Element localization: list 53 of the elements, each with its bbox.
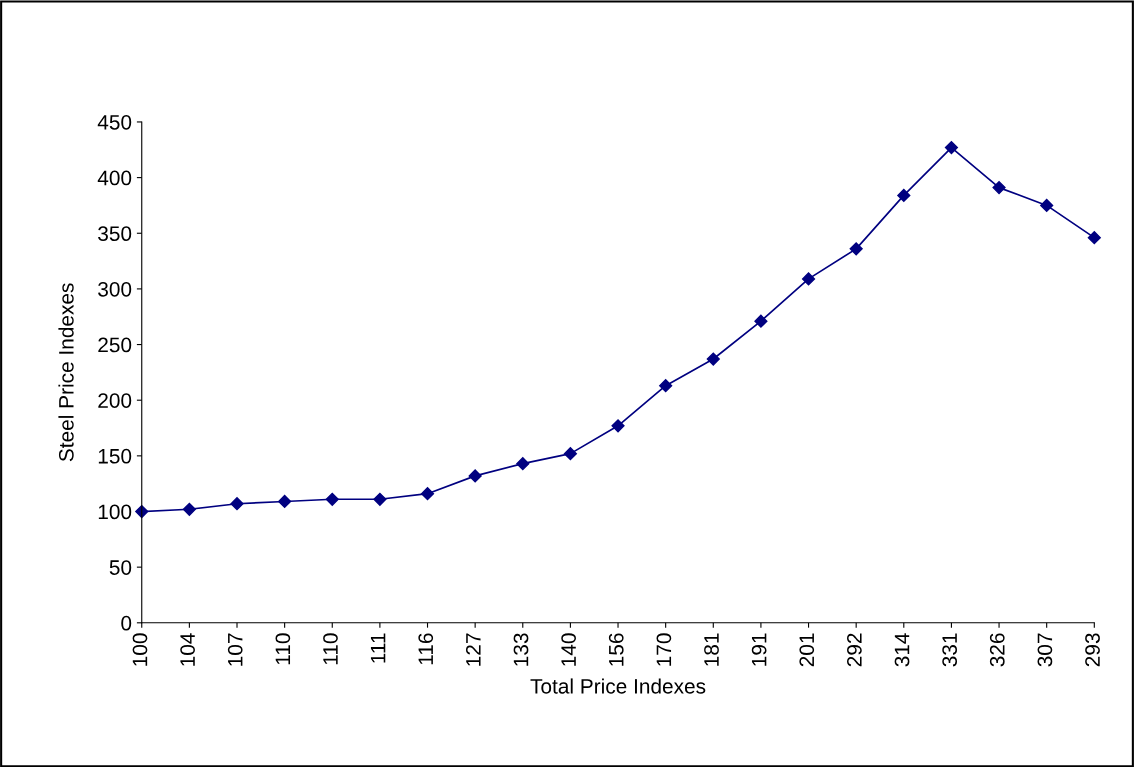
x-tick-label: 127 — [465, 633, 481, 666]
point — [706, 352, 720, 366]
x-tick-label: 170 — [656, 633, 672, 666]
x-axis-title: Total Price Indexes — [530, 678, 706, 694]
y-tick-label: 0 — [121, 615, 132, 631]
point — [182, 502, 196, 516]
x-tick-label: 116 — [418, 633, 434, 665]
x-tick-label: 110 — [323, 633, 338, 665]
x-tick-label: 107 — [227, 633, 243, 666]
point — [468, 469, 482, 483]
point — [420, 487, 435, 501]
x-tick-label: 191 — [751, 633, 767, 666]
point — [897, 188, 911, 202]
x-tick-label: 331 — [942, 633, 958, 667]
x-tick-label: 326 — [989, 633, 1005, 667]
point — [135, 504, 149, 519]
y-tick-label: 50 — [109, 560, 132, 575]
x-tick-label: 104 — [180, 633, 195, 666]
point — [1040, 198, 1054, 213]
x-tick-label: 314 — [894, 633, 910, 667]
point — [801, 272, 816, 286]
point — [659, 379, 673, 393]
y-tick-label: 450 — [97, 114, 132, 130]
y-tick-label: 150 — [98, 448, 132, 464]
x-tick-label: 111 — [370, 633, 386, 663]
point — [278, 494, 292, 509]
y-tick-label: 300 — [98, 281, 132, 297]
y-tick-label: 400 — [97, 170, 132, 186]
x-tick-label: 140 — [561, 633, 576, 666]
point — [373, 492, 387, 506]
x-tick-label: 201 — [799, 633, 815, 667]
point — [992, 181, 1006, 195]
point — [325, 492, 339, 506]
y-tick-label: 350 — [98, 226, 132, 242]
point — [849, 242, 863, 256]
point — [516, 457, 530, 471]
point — [944, 140, 959, 155]
point — [754, 314, 768, 328]
x-tick-label: 181 — [704, 633, 719, 666]
point — [563, 447, 577, 461]
y-axis-title: Steel Price Indexes — [58, 283, 74, 462]
point — [230, 497, 244, 511]
y-tick-label: 100 — [98, 504, 132, 520]
x-tick-label: 292 — [847, 633, 862, 667]
x-tick-label: 293 — [1085, 633, 1100, 667]
y-tick-label: 250 — [98, 337, 132, 353]
x-tick-label: 156 — [608, 633, 624, 666]
point — [611, 419, 625, 433]
x-tick-label: 133 — [513, 633, 529, 666]
point — [1087, 231, 1101, 245]
y-tick-label: 200 — [98, 393, 132, 408]
x-tick-label: 110 — [275, 633, 291, 665]
x-tick-label: 307 — [1037, 633, 1053, 667]
